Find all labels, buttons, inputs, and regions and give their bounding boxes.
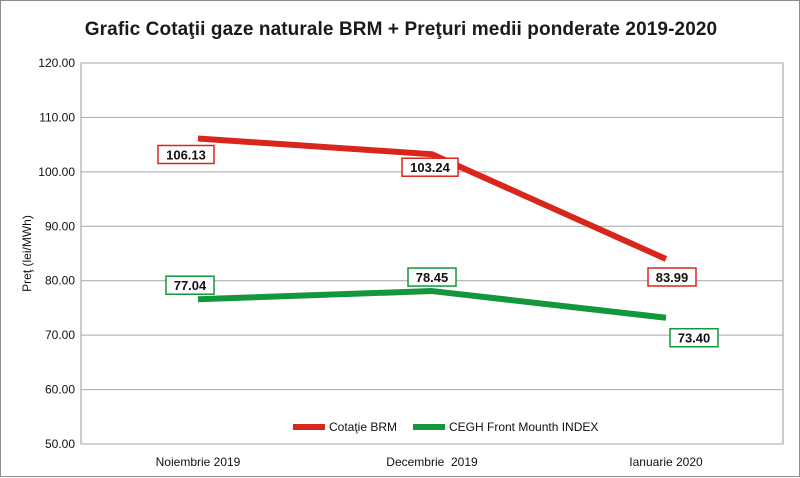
data-label-box xyxy=(165,275,215,295)
y-tick-label: 50.00 xyxy=(45,437,75,451)
y-tick-label: 110.00 xyxy=(39,110,75,124)
data-label: 83.99 xyxy=(656,270,689,285)
y-tick-label: 90.00 xyxy=(45,219,75,233)
y-tick-label: 120.00 xyxy=(38,56,75,70)
series-line xyxy=(197,288,667,321)
data-label-box xyxy=(647,267,697,287)
y-tick-label: 60.00 xyxy=(45,383,75,397)
y-tick-label: 100.00 xyxy=(38,165,75,179)
data-label-box xyxy=(669,327,719,348)
grid-lines xyxy=(80,62,784,445)
axes: 50.00 60.00 70.00 80.00 90.00 100.00 110.00 120… xyxy=(20,56,703,469)
legend-label: CEGH Front Mounth INDEX xyxy=(449,420,598,434)
data-label: 78.45 xyxy=(416,270,449,285)
data-label: 106.13 xyxy=(166,147,206,162)
y-axis-label: Preţ (lei/MWh) xyxy=(20,215,34,292)
data-label: 73.40 xyxy=(678,331,711,346)
data-label-box xyxy=(157,144,215,165)
x-tick-label: Noiembrie 2019 xyxy=(156,455,241,469)
x-tick-label: Decembrie 2019 xyxy=(386,455,478,469)
data-label: 103.24 xyxy=(410,160,451,175)
y-tick-label: 70.00 xyxy=(45,328,75,342)
data-label-box xyxy=(401,157,459,177)
y-tick-label: 80.00 xyxy=(45,274,75,288)
series-line xyxy=(197,135,668,262)
data-label-box xyxy=(407,267,457,287)
data-labels: 106.13 103.24 83.99 77.04 78.45 73.40 xyxy=(157,144,719,348)
data-label: 77.04 xyxy=(174,278,207,293)
plot-area xyxy=(80,62,784,445)
legend: Cotaţie BRM CEGH Front Mounth INDEX xyxy=(293,420,598,434)
series-lines xyxy=(197,135,668,321)
legend-label: Cotaţie BRM xyxy=(329,420,397,434)
chart-title: Grafic Cotaţii gaze naturale BRM + Preţu… xyxy=(84,19,718,40)
x-tick-label: Ianuarie 2020 xyxy=(629,455,703,469)
